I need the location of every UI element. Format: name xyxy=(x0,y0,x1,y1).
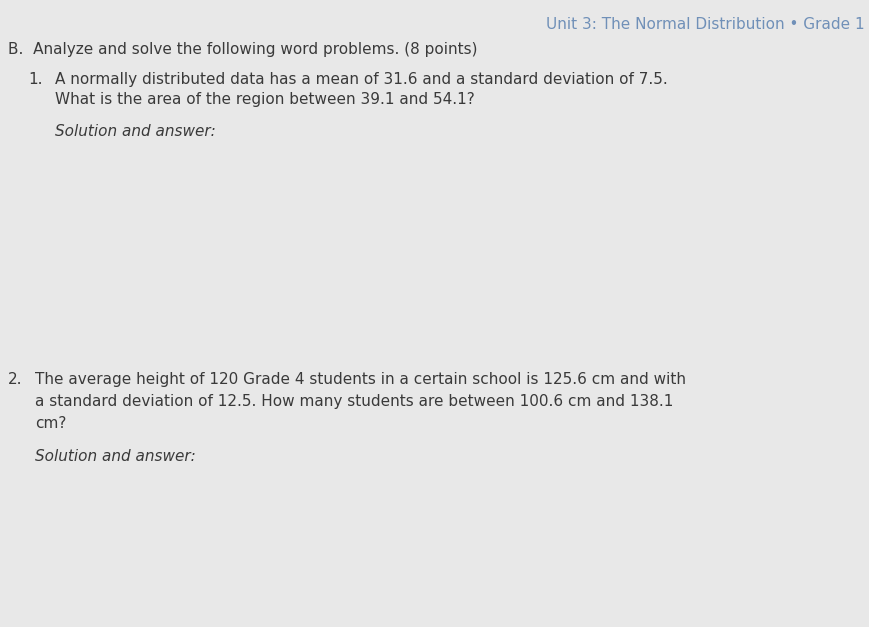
Text: Solution and answer:: Solution and answer: xyxy=(55,124,216,139)
Text: A normally distributed data has a mean of 31.6 and a standard deviation of 7.5.: A normally distributed data has a mean o… xyxy=(55,72,667,87)
Text: B.  Analyze and solve the following word problems. (8 points): B. Analyze and solve the following word … xyxy=(8,42,477,57)
Text: 2.: 2. xyxy=(8,372,23,387)
Text: Unit 3: The Normal Distribution • Grade 1: Unit 3: The Normal Distribution • Grade … xyxy=(547,17,865,32)
Text: The average height of 120 Grade 4 students in a certain school is 125.6 cm and w: The average height of 120 Grade 4 studen… xyxy=(35,372,686,387)
Text: Solution and answer:: Solution and answer: xyxy=(35,449,196,464)
Text: cm?: cm? xyxy=(35,416,66,431)
Text: What is the area of the region between 39.1 and 54.1?: What is the area of the region between 3… xyxy=(55,92,474,107)
Text: 1.: 1. xyxy=(28,72,43,87)
Text: a standard deviation of 12.5. How many students are between 100.6 cm and 138.1: a standard deviation of 12.5. How many s… xyxy=(35,394,673,409)
